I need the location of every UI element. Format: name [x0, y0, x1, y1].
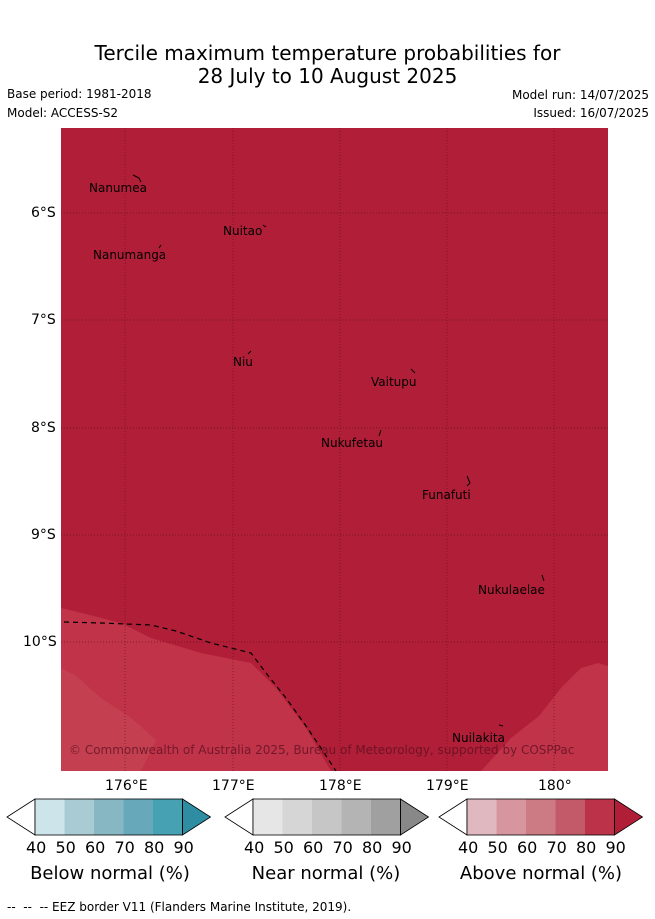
probability-map: Nanumea Nuitao Nanumanga Niu Vaitupu Nuk… — [61, 128, 608, 771]
colorbar-outline — [252, 798, 401, 836]
colorbar-segment — [467, 799, 497, 835]
colorbar-tick-label: 40 — [458, 838, 479, 857]
colorbar-segment — [35, 799, 65, 835]
model-name: Model: ACCESS-S2 — [7, 106, 119, 120]
colorbar-below-normal — [6, 798, 212, 836]
colorbar-segment — [64, 799, 94, 835]
colorbar-tick-label: 80 — [576, 838, 597, 857]
colorbar-tick-label: 60 — [303, 838, 324, 857]
colorbar-tick-label: 40 — [26, 838, 47, 857]
colorbar-tick-label: 90 — [173, 838, 194, 857]
colorbar-segment — [282, 799, 312, 835]
colorbar-segment — [94, 799, 124, 835]
colorbar-tick-label: 50 — [487, 838, 508, 857]
colorbar-outline — [34, 798, 183, 836]
colorbar-segment — [555, 799, 585, 835]
place-label-nuilakita: Nuilakita — [452, 731, 505, 745]
colorbar-tick-label: 40 — [244, 838, 265, 857]
colorbar-tick-label: 90 — [391, 838, 412, 857]
map-title-line1: Tercile maximum temperature probabilitie… — [94, 41, 561, 65]
eez-legend-text: -- EEZ border V11 (Flanders Marine Insti… — [39, 900, 352, 914]
lat-tick-10s: 10°S — [23, 634, 57, 650]
colorbar-label-near: Near normal (%) — [251, 863, 401, 884]
place-label-vaitupu: Vaitupu — [371, 375, 417, 389]
colorbar-segment — [371, 799, 401, 835]
colorbar-tick-label: 90 — [605, 838, 626, 857]
colorbars — [6, 798, 644, 836]
colorbar-segment — [341, 799, 371, 835]
colorbar-tick-label: 80 — [362, 838, 383, 857]
base-period: Base period: 1981-2018 — [7, 87, 152, 101]
lat-tick-8s: 8°S — [31, 420, 56, 436]
colorbar-above-normal — [438, 798, 644, 836]
place-label-funafuti: Funafuti — [422, 488, 471, 502]
eez-legend-symbol: -- -- — [7, 900, 40, 914]
lon-tick-180: 180° — [538, 778, 572, 794]
island-marks — [132, 174, 545, 727]
colorbar-label-below: Below normal (%) — [30, 863, 190, 884]
place-label-nuitao: Nuitao — [223, 224, 262, 238]
colorbar-label-above: Above normal (%) — [459, 863, 623, 884]
lowest-probability-zone — [61, 668, 156, 771]
copyright-text: © Commonwealth of Australia 2025, Bureau… — [69, 743, 574, 757]
map-title-line2: 28 July to 10 August 2025 — [197, 64, 458, 88]
lon-tick-179e: 179°E — [426, 778, 469, 794]
colorbar-extend-low — [438, 798, 468, 836]
colorbar-tick-label: 60 — [85, 838, 106, 857]
colorbar-segment — [312, 799, 342, 835]
issued-date: Issued: 16/07/2025 — [533, 106, 649, 120]
colorbar-tick-label: 70 — [114, 838, 135, 857]
colorbar-outline — [466, 798, 615, 836]
colorbar-tick-label: 60 — [517, 838, 538, 857]
colorbar-segment — [123, 799, 153, 835]
colorbar-extend-high — [614, 798, 644, 836]
colorbar-tick-label: 70 — [332, 838, 353, 857]
colorbar-segment — [253, 799, 283, 835]
lower-probability-zone-right — [481, 663, 608, 771]
colorbar-segment — [496, 799, 526, 835]
lat-tick-9s: 9°S — [31, 527, 56, 543]
place-label-nanumanga: Nanumanga — [93, 248, 166, 262]
colorbar-extend-high — [400, 798, 430, 836]
colorbar-tick-label: 80 — [144, 838, 165, 857]
model-run: Model run: 14/07/2025 — [511, 88, 649, 102]
place-label-nanumea: Nanumea — [89, 181, 147, 195]
colorbar-extend-low — [224, 798, 254, 836]
lon-tick-177e: 177°E — [212, 778, 255, 794]
eez-legend: -- -- -- EEZ border V11 (Flanders Marine… — [7, 900, 351, 914]
place-label-niu: Niu — [233, 355, 253, 369]
colorbar-extend-high — [182, 798, 212, 836]
colorbar-segment — [526, 799, 556, 835]
lat-tick-7s: 7°S — [31, 312, 56, 328]
colorbar-tick-label: 50 — [273, 838, 294, 857]
colorbar-tick-label: 70 — [546, 838, 567, 857]
colorbar-tick-label: 50 — [55, 838, 76, 857]
lat-tick-6s: 6°S — [31, 205, 56, 221]
place-label-nukulaelae: Nukulaelae — [478, 583, 545, 597]
colorbar-extend-low — [6, 798, 36, 836]
colorbar-segment — [585, 799, 615, 835]
gridlines — [61, 128, 608, 771]
eez-border-line — [63, 621, 337, 771]
lon-tick-178e: 178°E — [319, 778, 362, 794]
colorbar-near-normal — [224, 798, 430, 836]
colorbar-segment — [153, 799, 183, 835]
place-label-nukufetau: Nukufetau — [321, 436, 383, 450]
lon-tick-176e: 176°E — [105, 778, 148, 794]
